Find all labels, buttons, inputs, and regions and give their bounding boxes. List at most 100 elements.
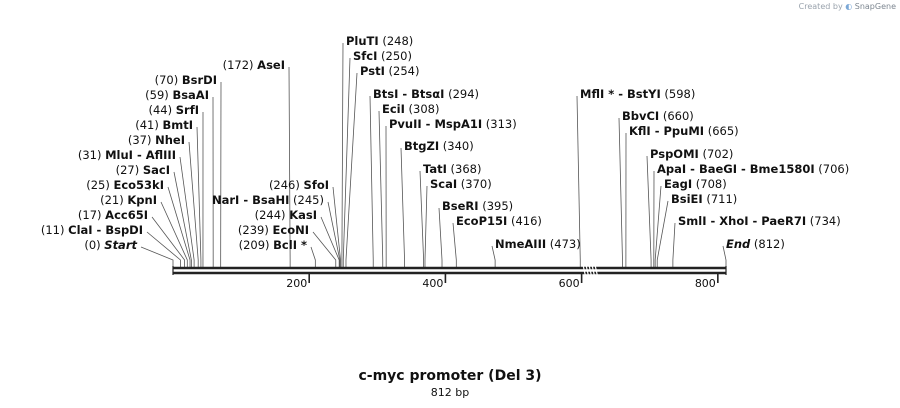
dna-backbone [172,265,727,276]
site-enzyme-308-0: EciI [382,102,405,116]
site-text-370: ScaI (370) [430,177,492,191]
leader-254 [345,72,358,267]
site-position-598: (598) [661,87,696,101]
site-text-172: (172) AseI [223,58,285,72]
site-text-17: (17) Acc65I [78,208,148,222]
site-position-245: (245) [289,193,324,207]
site-position-41: (41) [135,118,162,132]
leader-308 [378,110,384,267]
site-enzyme-294-0: BtsI [373,87,398,101]
site-enzyme-370-0: ScaI [430,177,457,191]
site-label-27: (27) SacI [116,163,170,177]
site-enzyme-70-0: BsrDI [182,73,217,87]
site-label-416: EcoP15I (416) [456,214,542,228]
site-enzyme-254-0: PstI [360,64,385,78]
leader-702 [646,155,652,267]
site-enzyme-248-0: PluTI [346,34,379,48]
site-enzyme-812-0: End [726,237,751,251]
leader-lines [140,42,727,267]
site-enzyme-734-2: - PaeR7I [749,214,807,228]
site-position-313: (313) [482,117,517,131]
leader-0 [140,246,174,267]
hatch-stroke [594,265,598,276]
site-label-250: SfcI (250) [353,49,412,63]
site-text-702: PspOMI (702) [650,147,733,161]
site-position-473: (473) [546,237,581,251]
site-label-711: BsiEI (711) [671,192,737,206]
site-label-706: ApaI - BaeGI - Bme1580I (706) [657,162,849,176]
site-text-239: (239) EcoNI [238,223,309,237]
site-position-308: (308) [405,102,440,116]
site-enzyme-368-0: TatI [423,162,447,176]
site-enzyme-27-0: SacI [143,163,170,177]
leader-244 [320,216,340,267]
site-position-248: (248) [379,34,414,48]
site-label-70: (70) BsrDI [155,73,217,87]
site-label-31: (31) MluI - AflIII [78,148,176,162]
site-enzyme-734-0: SmlI [678,214,707,228]
map-length: 812 bp [430,386,470,399]
site-enzyme-44-0: SrfI [176,103,199,117]
site-enzyme-706-0: ApaI [657,162,686,176]
leader-248 [341,42,344,267]
site-enzyme-598-1: - BstYI [614,87,661,101]
site-position-27: (27) [116,163,143,177]
leader-416 [452,222,457,267]
leader-25 [167,186,191,267]
leader-294 [369,95,374,267]
site-position-665: (665) [704,124,739,138]
site-text-11: (11) ClaI - BspDI [41,223,143,237]
site-position-250: (250) [377,49,412,63]
site-label-340: BtgZI (340) [404,139,474,153]
site-text-598: MflI * - BstYI (598) [580,87,695,101]
site-position-44: (44) [148,103,175,117]
tick-label-800: 800 [695,277,716,290]
site-enzyme-665-1: - PpuMI [651,124,704,138]
site-enzyme-37-0: NheI [155,133,185,147]
leader-598 [576,95,581,267]
site-position-368: (368) [447,162,482,176]
leader-711 [656,200,669,267]
site-enzyme-11-1: - BspDI [93,223,143,237]
leader-340 [400,147,405,267]
site-text-308: EciI (308) [382,102,440,116]
leader-473 [491,245,496,267]
site-text-665: KflI - PpuMI (665) [629,124,739,138]
site-enzyme-395-0: BseRI [442,199,479,213]
leader-209 [310,246,316,267]
site-enzyme-59-0: BsaAI [172,88,209,102]
site-label-254: PstI (254) [360,64,419,78]
leader-708 [654,185,662,267]
site-enzyme-209-0: BclI * [273,238,307,252]
site-label-11: (11) ClaI - BspDI [41,223,143,237]
site-position-711: (711) [703,192,738,206]
site-text-660: BbvCI (660) [622,109,694,123]
site-position-708: (708) [692,177,727,191]
site-enzyme-244-0: KasI [289,208,317,222]
site-position-70: (70) [155,73,182,87]
site-position-244: (244) [255,208,290,222]
site-label-41: (41) BmtI [135,118,193,132]
site-text-44: (44) SrfI [148,103,199,117]
site-label-239: (239) EcoNI [238,223,309,237]
site-enzyme-294-1: - BtsαI [398,87,444,101]
site-enzyme-246-0: SfoI [304,178,329,192]
site-enzyme-239-0: EcoNI [273,223,309,237]
site-position-31: (31) [78,148,105,162]
site-text-248: PluTI (248) [346,34,413,48]
site-label-598: MflI * - BstYI (598) [580,87,695,101]
site-text-473: NmeAIII (473) [495,237,581,251]
site-position-37: (37) [128,133,155,147]
leader-246 [332,186,341,267]
tick-label-600: 600 [559,277,580,290]
site-position-209: (209) [239,238,274,252]
credit-brand: SnapGene [854,2,896,11]
site-text-37: (37) NheI [128,133,185,147]
site-enzyme-706-2: - Bme1580I [737,162,815,176]
site-label-734: SmlI - XhoI - PaeR7I (734) [678,214,841,228]
site-label-0: (0) Start [84,238,137,252]
site-enzyme-17-0: Acc65I [105,208,148,222]
site-text-250: SfcI (250) [353,49,412,63]
site-text-812: End (812) [726,237,785,251]
leader-245 [327,201,341,267]
